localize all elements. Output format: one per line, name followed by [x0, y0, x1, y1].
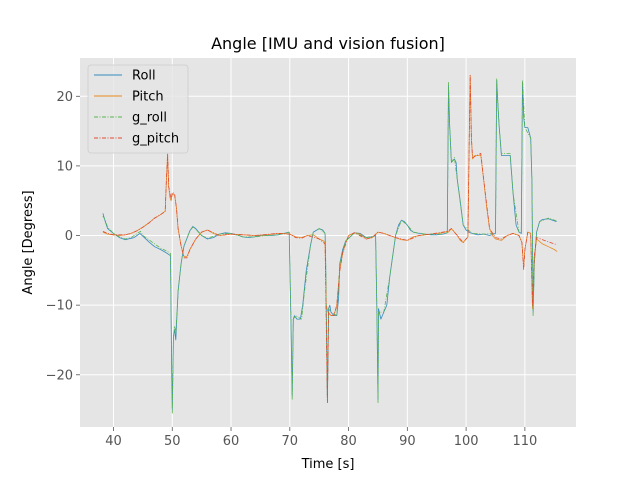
- legend-label: Pitch: [132, 90, 164, 105]
- legend-label: Roll: [132, 69, 156, 84]
- y-tick-label: 0: [65, 229, 73, 244]
- x-tick-label: 90: [399, 434, 416, 449]
- x-tick-label: 40: [105, 434, 122, 449]
- x-tick-label: 70: [282, 434, 299, 449]
- x-tick-label: 60: [223, 434, 240, 449]
- x-tick-label: 50: [164, 434, 181, 449]
- y-tick-label: −10: [46, 299, 73, 314]
- legend-label: g_roll: [132, 111, 167, 126]
- x-tick-label: 80: [340, 434, 357, 449]
- y-tick-label: 20: [56, 90, 73, 105]
- x-tick-label: 110: [512, 434, 537, 449]
- chart-title: Angle [IMU and vision fusion]: [211, 34, 445, 53]
- y-tick-label: −20: [46, 368, 73, 383]
- legend-box: [87, 64, 189, 154]
- series-line-g-pitch: [102, 75, 558, 403]
- y-tick-label: 10: [56, 159, 73, 174]
- y-axis-label: Angle [Degress]: [21, 190, 36, 294]
- axis-ticks: 40 50 60 70 80 90 100 110 −20 −10 0 10 20: [46, 90, 538, 449]
- series-layer: [102, 75, 558, 414]
- legend-label: g_pitch: [132, 132, 179, 147]
- legend: Roll Pitch g_roll g_pitch: [87, 64, 189, 154]
- series-line-pitch: [102, 75, 558, 316]
- x-axis-label: Time [s]: [301, 457, 355, 472]
- x-tick-label: 100: [454, 434, 479, 449]
